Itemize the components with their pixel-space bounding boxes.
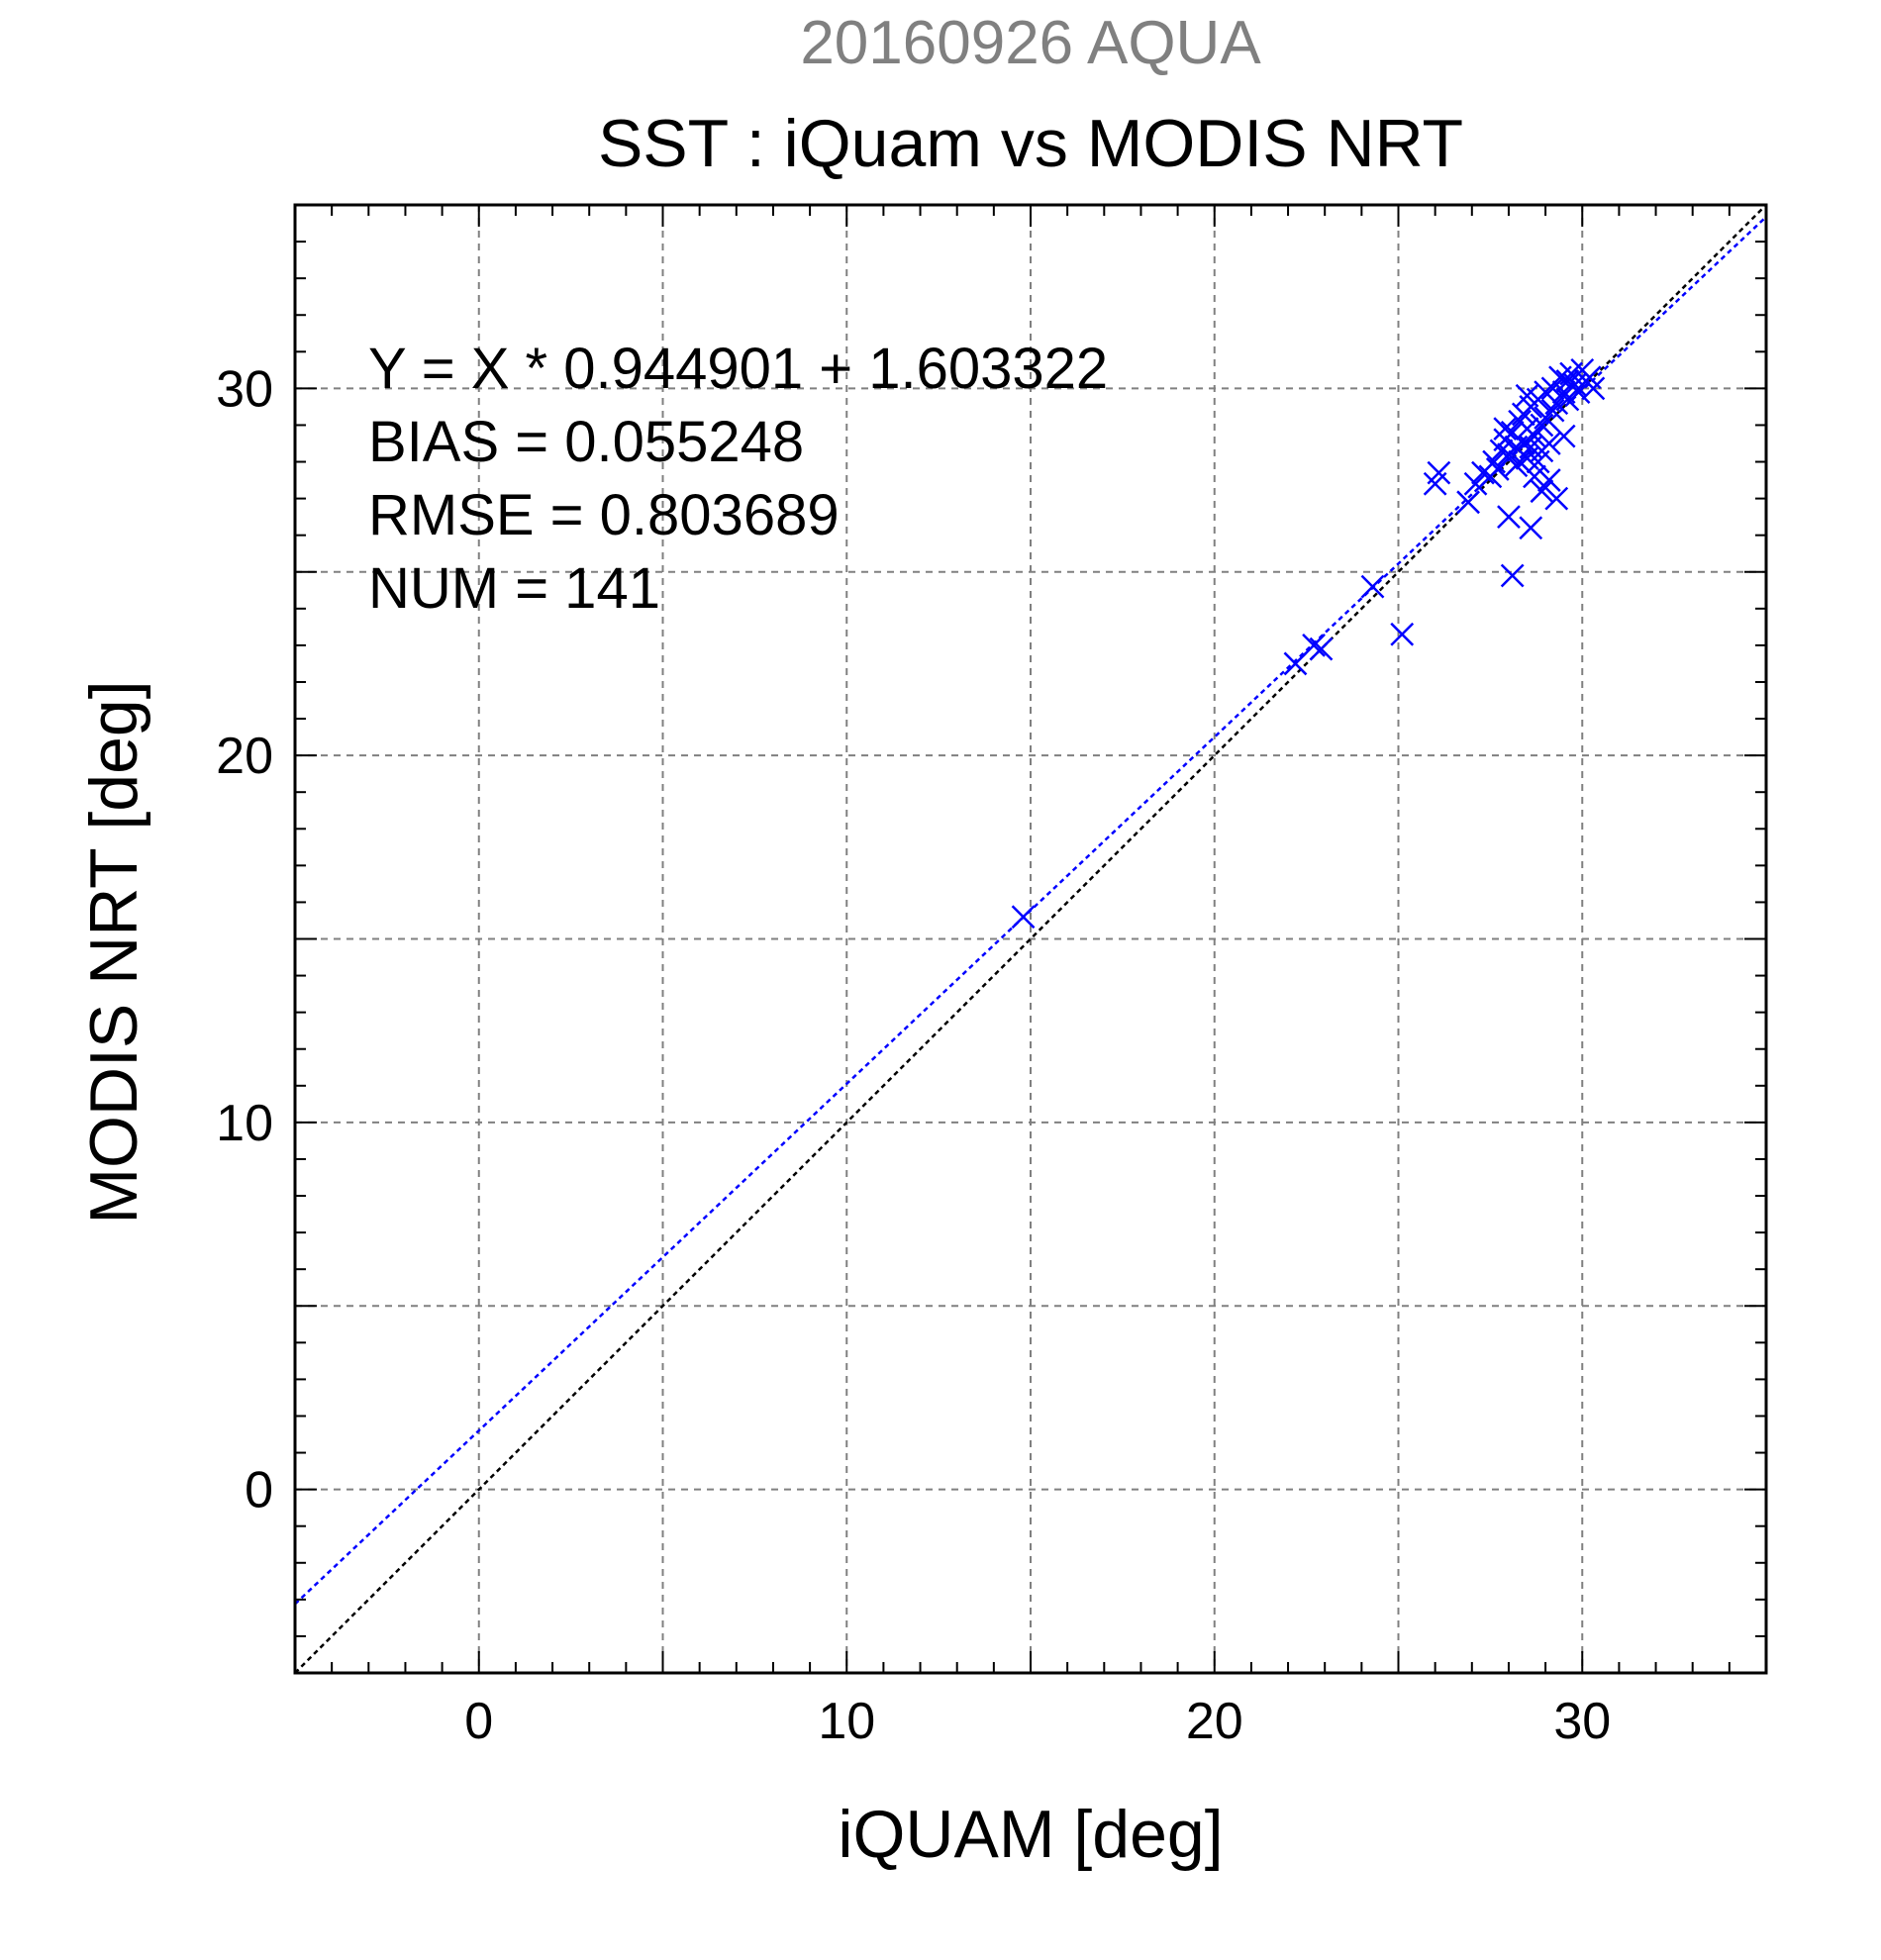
data-point xyxy=(1283,651,1308,676)
data-point-stroke xyxy=(1551,424,1576,448)
data-point-stroke xyxy=(1530,479,1554,504)
data-point xyxy=(1551,424,1576,448)
data-point-stroke xyxy=(1497,505,1521,530)
y-axis-label: MODIS NRT [deg] xyxy=(76,680,151,1224)
data-point-stroke xyxy=(1485,457,1510,481)
data-point-stroke xyxy=(1427,460,1451,485)
stats-rmse: RMSE = 0.803689 xyxy=(368,483,840,547)
data-point xyxy=(1536,468,1561,492)
data-point xyxy=(1526,449,1550,474)
data-point-stroke xyxy=(1456,490,1480,515)
data-point-stroke xyxy=(1283,651,1308,676)
data-point xyxy=(1504,453,1529,478)
data-point xyxy=(1536,432,1561,455)
y-tick-label: 20 xyxy=(216,728,273,785)
data-point-stroke xyxy=(1526,449,1550,474)
data-point-stroke xyxy=(1555,387,1580,412)
data-point xyxy=(1456,490,1480,515)
data-point xyxy=(1519,435,1543,459)
data-point-stroke xyxy=(1390,622,1415,646)
data-point-stroke xyxy=(1577,365,1602,390)
tick-labels: 0 10 20 30 0 10 20 30 xyxy=(216,360,1611,1750)
data-point xyxy=(1493,417,1518,441)
y-tick-label: 0 xyxy=(245,1462,273,1519)
data-point xyxy=(1530,413,1554,438)
data-point xyxy=(1309,637,1334,661)
data-point-stroke xyxy=(1309,637,1334,661)
data-point xyxy=(1360,574,1385,599)
data-point-stroke xyxy=(1482,449,1506,474)
stats-annotation: Y = X * 0.944901 + 1.603322 BIAS = 0.055… xyxy=(368,337,1108,621)
stats-num: NUM = 141 xyxy=(368,556,660,621)
data-point xyxy=(1540,398,1565,423)
axis-ticks xyxy=(294,204,1767,1674)
data-point-stroke xyxy=(1500,420,1525,444)
data-points xyxy=(1011,357,1606,930)
y-tick-label: 30 xyxy=(216,360,273,418)
data-point-stroke xyxy=(1581,376,1606,401)
x-tick-label: 10 xyxy=(818,1693,875,1750)
chart-supertitle: 20160926 AQUA xyxy=(800,9,1261,77)
data-point-stroke xyxy=(1360,574,1385,599)
data-point xyxy=(1519,516,1543,540)
data-point-stroke xyxy=(1519,516,1543,540)
data-point-stroke xyxy=(1566,380,1591,404)
data-point xyxy=(1581,376,1606,401)
data-point xyxy=(1500,563,1525,588)
data-point-stroke xyxy=(1500,563,1525,588)
stats-bias: BIAS = 0.055248 xyxy=(368,410,804,474)
data-point-stroke xyxy=(1536,432,1561,455)
data-point xyxy=(1463,471,1488,496)
data-point-stroke xyxy=(1463,471,1488,496)
data-point-stroke xyxy=(1011,905,1036,930)
chart-title: SST : iQuam vs MODIS NRT xyxy=(598,106,1463,181)
x-axis-label: iQUAM [deg] xyxy=(838,1797,1223,1872)
data-point xyxy=(1515,383,1539,408)
data-point xyxy=(1511,432,1535,455)
data-point-stroke xyxy=(1523,464,1546,489)
data-point xyxy=(1485,457,1510,481)
data-point xyxy=(1497,505,1521,530)
data-point-stroke xyxy=(1544,486,1569,511)
data-point xyxy=(1544,486,1569,511)
data-point-stroke xyxy=(1511,432,1535,455)
data-point-stroke xyxy=(1540,398,1565,423)
x-tick-label: 0 xyxy=(464,1693,493,1750)
data-point xyxy=(1482,449,1506,474)
data-point-stroke xyxy=(1536,468,1561,492)
data-point-stroke xyxy=(1493,417,1518,441)
data-point xyxy=(1555,387,1580,412)
data-point-stroke xyxy=(1515,383,1539,408)
data-point xyxy=(1530,479,1554,504)
data-point xyxy=(1390,622,1415,646)
data-point xyxy=(1566,380,1591,404)
data-point xyxy=(1427,460,1451,485)
x-tick-label: 30 xyxy=(1553,1693,1611,1750)
data-point-stroke xyxy=(1530,413,1554,438)
x-tick-label: 20 xyxy=(1186,1693,1243,1750)
data-point xyxy=(1523,464,1546,489)
data-point-stroke xyxy=(1504,453,1529,478)
y-tick-label: 10 xyxy=(216,1095,273,1152)
data-point-stroke xyxy=(1540,376,1565,401)
data-point-stroke xyxy=(1302,634,1326,657)
data-point-stroke xyxy=(1555,369,1580,393)
data-point xyxy=(1302,634,1326,657)
data-point-stroke xyxy=(1519,435,1543,459)
stats-fit-equation: Y = X * 0.944901 + 1.603322 xyxy=(368,337,1108,401)
data-point xyxy=(1011,905,1036,930)
